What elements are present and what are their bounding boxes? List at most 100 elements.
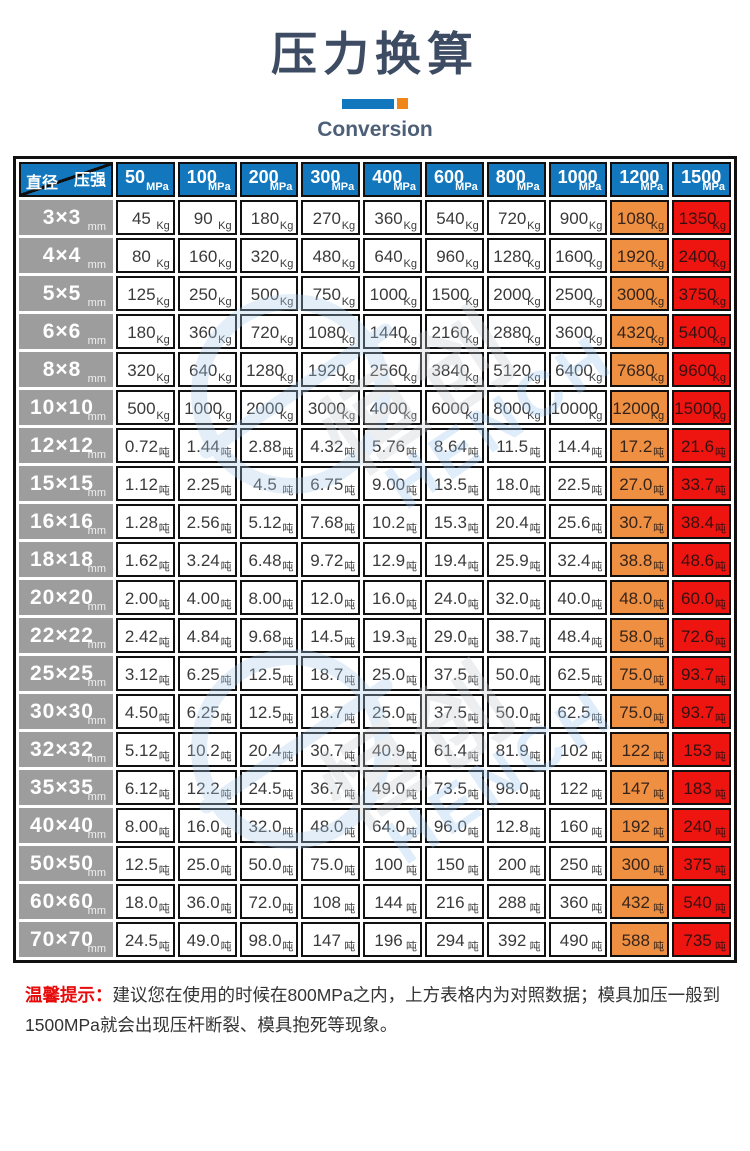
- row-header-15×15: 15×15 mm: [19, 466, 113, 501]
- cell-value: 2.42: [124, 626, 158, 646]
- value-cell: 1920 Kg: [610, 238, 670, 273]
- cell-unit: 吨: [282, 903, 294, 915]
- cell-unit: Kg: [650, 410, 665, 422]
- cell-value: 40.0: [557, 588, 591, 608]
- value-cell: 3.12 吨: [116, 656, 175, 691]
- value-cell: 216 吨: [424, 884, 484, 919]
- cell-value: 48.4: [557, 626, 591, 646]
- cell-unit: 吨: [220, 637, 232, 649]
- cell-value: 16.0: [372, 588, 406, 608]
- value-cell: 30.7 吨: [610, 504, 670, 539]
- value-cell: 1600 Kg: [548, 238, 608, 273]
- cell-value: 588: [621, 930, 650, 950]
- cell-unit: 吨: [529, 903, 541, 915]
- cell-value: 500: [127, 398, 156, 418]
- value-cell: 13.5 吨: [424, 466, 484, 501]
- cell-value: 19.3: [372, 626, 406, 646]
- cell-unit: 吨: [344, 523, 356, 535]
- value-cell: 153 吨: [672, 732, 731, 767]
- value-cell: 40.0 吨: [548, 580, 608, 615]
- value-cell: 7.68 吨: [301, 504, 361, 539]
- cell-unit: Kg: [712, 258, 726, 270]
- cell-value: 38.4: [681, 512, 715, 532]
- cell-value: 61.4: [433, 740, 467, 760]
- cell-unit: Kg: [156, 410, 170, 422]
- value-cell: 147 吨: [301, 922, 361, 957]
- row-unit-label: mm: [87, 525, 106, 537]
- value-cell: 30.7 吨: [301, 732, 361, 767]
- cell-unit: 吨: [405, 637, 417, 649]
- cell-value: 8.64: [433, 436, 467, 456]
- col-header-400mpa: 400 MPa: [363, 162, 422, 197]
- cell-unit: 吨: [220, 941, 232, 953]
- row-unit-label: mm: [87, 297, 106, 309]
- cell-unit: 吨: [715, 789, 726, 801]
- value-cell: 36.7 吨: [301, 770, 361, 805]
- row-unit-label: mm: [87, 259, 106, 271]
- cell-value: 50.0: [248, 854, 282, 874]
- cell-value: 6.48: [248, 550, 282, 570]
- cell-unit: 吨: [282, 523, 294, 535]
- col-header-value: 1200: [619, 167, 660, 187]
- value-cell: 1.12 吨: [116, 466, 175, 501]
- value-cell: 18.0 吨: [116, 884, 175, 919]
- cell-value: 30.7: [619, 512, 653, 532]
- cell-unit: 吨: [529, 713, 541, 725]
- value-cell: 160 吨: [548, 808, 608, 843]
- row-header-32×32: 32×32 mm: [19, 732, 113, 767]
- value-cell: 32.0 吨: [239, 808, 299, 843]
- cell-value: 1920: [307, 360, 346, 380]
- cell-unit: 吨: [467, 523, 479, 535]
- cell-unit: 吨: [158, 941, 170, 953]
- value-cell: 2160 Kg: [424, 314, 484, 349]
- cell-unit: Kg: [279, 334, 294, 346]
- cell-unit: 吨: [405, 713, 417, 725]
- value-cell: 8.00 吨: [239, 580, 299, 615]
- divider-bar: [342, 98, 394, 109]
- cell-unit: Kg: [527, 220, 541, 232]
- cell-value: 25.0: [372, 702, 406, 722]
- row-size-label: 3×3: [42, 205, 82, 229]
- value-cell: 5120 Kg: [486, 352, 546, 387]
- row-unit-label: mm: [87, 829, 106, 841]
- cell-value: 11.5: [496, 436, 529, 456]
- value-cell: 500 Kg: [239, 276, 299, 311]
- cell-unit: Kg: [218, 296, 232, 308]
- cell-unit: Kg: [156, 296, 170, 308]
- table-header-row: 压强 直径 50 MPa 100 MPa 200 MPa 300 MPa 400 MPa 600 MP…: [19, 162, 731, 197]
- cell-unit: 吨: [405, 561, 417, 573]
- cell-value: 37.5: [433, 702, 467, 722]
- row-size-label: 32×32: [30, 737, 94, 761]
- value-cell: 5.12 吨: [116, 732, 175, 767]
- cell-value: 1600: [555, 246, 593, 266]
- value-cell: 10.2 吨: [363, 504, 422, 539]
- cell-value: 250: [559, 854, 589, 874]
- value-cell: 288 吨: [486, 884, 546, 919]
- value-cell: 21.6 吨: [672, 428, 731, 463]
- value-cell: 900 Kg: [548, 200, 608, 235]
- value-cell: 4.00 吨: [177, 580, 237, 615]
- value-cell: 38.7 吨: [486, 618, 546, 653]
- cell-value: 4.00: [186, 588, 220, 608]
- cell-unit: 吨: [715, 447, 726, 459]
- cell-unit: 吨: [529, 941, 541, 953]
- cell-unit: 吨: [653, 523, 665, 535]
- value-cell: 1920 Kg: [301, 352, 361, 387]
- cell-value: 196: [374, 930, 403, 950]
- cell-unit: 吨: [282, 599, 294, 611]
- row-header-10×10: 10×10 mm: [19, 390, 113, 425]
- value-cell: 16.0 吨: [363, 580, 422, 615]
- cell-value: 18.0: [495, 474, 529, 494]
- value-cell: 72.6 吨: [672, 618, 731, 653]
- value-cell: 640 Kg: [177, 352, 237, 387]
- cell-value: 6.12: [124, 778, 158, 798]
- value-cell: 14.4 吨: [548, 428, 608, 463]
- table-row-20×20: 20×20 mm 2.00 吨 4.00 吨 8.00 吨 12.0 吨 16.0 吨 24.0 吨 32.…: [19, 580, 731, 615]
- value-cell: 1350 Kg: [672, 200, 731, 235]
- cell-value: 6.25: [186, 664, 220, 684]
- value-cell: 240 吨: [672, 808, 731, 843]
- cell-unit: 吨: [715, 561, 726, 573]
- cell-value: 900: [559, 208, 589, 228]
- col-header-unit: MPa: [207, 181, 231, 193]
